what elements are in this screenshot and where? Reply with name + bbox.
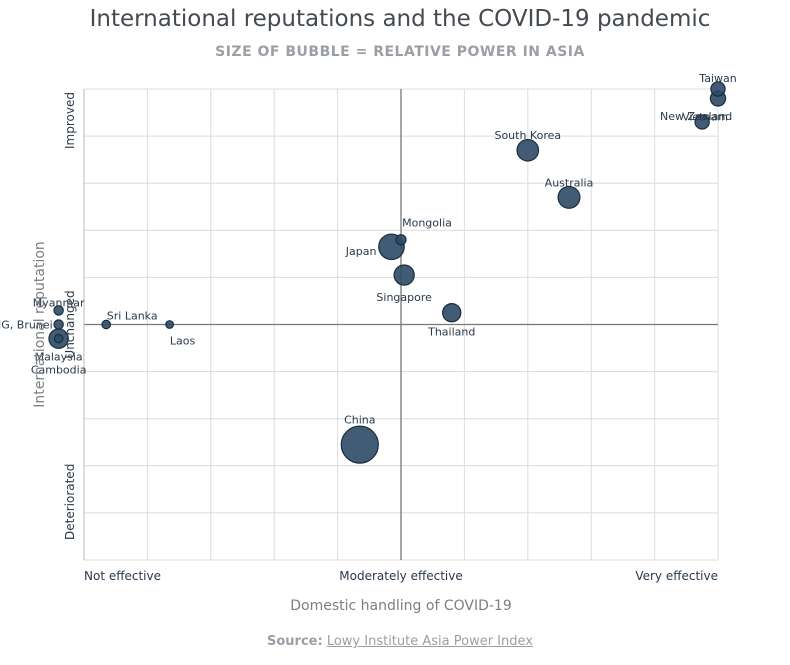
x-tick-label-very-effective: Very effective — [635, 569, 718, 583]
bubble-australia[interactable] — [557, 185, 581, 209]
source-prefix: Source: — [267, 634, 323, 649]
label-taiwan: Taiwan — [698, 72, 736, 85]
bubble-thailand[interactable] — [442, 303, 462, 323]
bubble-taiwan[interactable] — [710, 81, 726, 97]
label-china: China — [344, 414, 375, 427]
bubble-laos[interactable] — [165, 320, 174, 329]
bubble-mongolia[interactable] — [395, 234, 407, 246]
label-mongolia: Mongolia — [402, 217, 452, 230]
label-cambodia: Cambodia — [31, 364, 87, 377]
label-south-korea: South Korea — [494, 129, 561, 142]
label-australia: Australia — [545, 176, 594, 189]
source-line: Source: Lowy Institute Asia Power Index — [0, 634, 790, 649]
y-tick-label-deteriorated: Deteriorated — [63, 464, 77, 540]
tick-labels: Not effective Moderately effective Very ef… — [32, 92, 718, 614]
y-tick-label-unchanged: Unchanged — [63, 290, 77, 358]
y-axis-title: International reputation — [32, 241, 48, 408]
axes — [83, 89, 718, 560]
label-myanmar: Myanmar — [33, 296, 85, 309]
label-japan: Japan — [345, 245, 377, 258]
source-link[interactable]: Lowy Institute Asia Power Index — [326, 634, 533, 649]
chart-subtitle: SIZE OF BUBBLE = RELATIVE POWER IN ASIA — [215, 44, 585, 60]
label-png-brunei: PNG, Brunei — [0, 319, 53, 332]
bubble-singapore[interactable] — [393, 264, 415, 286]
bubble-south-korea[interactable] — [516, 138, 540, 162]
x-tick-label-moderately-effective: Moderately effective — [339, 569, 462, 583]
x-axis-title: Domestic handling of COVID-19 — [290, 598, 511, 614]
bubble-cambodia[interactable] — [53, 333, 64, 344]
label-thailand: Thailand — [427, 326, 475, 339]
bubbles — [48, 81, 727, 464]
x-tick-label-not-effective: Not effective — [84, 569, 161, 583]
label-vietnam: Vietnam — [682, 110, 728, 123]
label-new-zealand: New Zealand — [660, 110, 732, 123]
bubble-png-brunei[interactable] — [53, 319, 64, 330]
label-sri-lanka: Sri Lanka — [107, 310, 158, 323]
bubble-myanmar[interactable] — [53, 305, 64, 316]
label-laos: Laos — [170, 335, 196, 348]
label-singapore: Singapore — [376, 291, 432, 304]
chart-title: International reputations and the COVID-… — [89, 6, 711, 32]
label-malaysia: Malaysia — [35, 351, 83, 364]
bubble-china[interactable] — [340, 425, 379, 464]
bubble-new-zealand[interactable] — [694, 114, 710, 130]
y-tick-label-improved: Improved — [63, 92, 77, 149]
bubble-sri-lanka[interactable] — [101, 319, 112, 330]
